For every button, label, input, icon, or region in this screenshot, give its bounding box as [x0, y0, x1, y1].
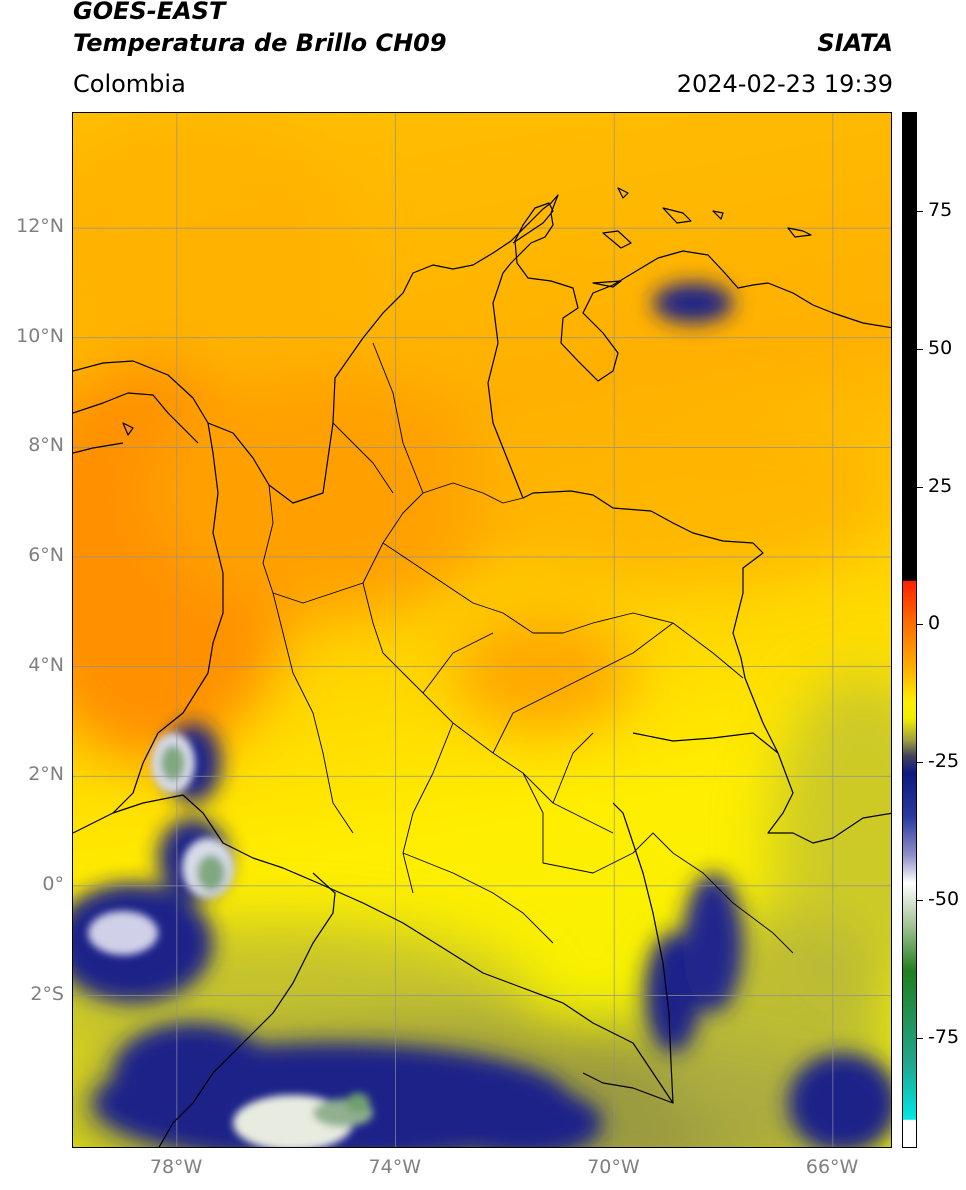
lat-tick-label: 8°N [28, 434, 64, 457]
lat-tick-label: 2°S [30, 982, 64, 1005]
venezuela-border [487, 272, 891, 844]
lat-tick-label: 2°N [28, 763, 64, 786]
southern-border [73, 794, 674, 1104]
colorbar-tick [917, 486, 923, 488]
colorbar-tick-label: 25 [928, 474, 953, 497]
small-island-3 [617, 187, 629, 199]
region-label: Colombia [73, 70, 186, 98]
lat-tick-label: 10°N [16, 324, 64, 347]
colorbar-tick [917, 900, 923, 902]
lat-tick-label: 6°N [28, 544, 64, 566]
peru-border [158, 872, 336, 1147]
curacao-island [602, 230, 632, 249]
department-borders [262, 342, 794, 954]
lat-tick-label: 4°N [28, 653, 64, 676]
timestamp-label: 2024-02-23 19:39 [676, 70, 893, 98]
central-america-coast [73, 392, 199, 454]
product-title: Temperatura de Brillo CH09 [73, 29, 447, 57]
pacific-coast [112, 422, 224, 814]
colorbar-tick-label: 50 [928, 336, 953, 359]
lon-tick-label: 66°W [805, 1156, 859, 1178]
brand-label: SIATA [817, 29, 893, 57]
satellite-title: GOES-EAST [73, 0, 226, 25]
lat-tick-label: 0° [42, 872, 64, 895]
brazil-border [612, 732, 779, 1104]
lat-tick-label: 12°N [16, 215, 64, 238]
colorbar-tick [917, 624, 923, 626]
boundaries [73, 187, 891, 1147]
small-island-2 [712, 210, 724, 220]
lon-tick-label: 74°W [368, 1156, 421, 1178]
small-island-5 [122, 422, 134, 436]
colorbar-tick [917, 1037, 923, 1039]
map-panel [72, 112, 892, 1148]
lon-tick-label: 78°W [149, 1156, 203, 1178]
colorbar-tick-label: -75 [928, 1025, 960, 1048]
colorbar-tick-label: 0 [928, 612, 941, 635]
caribbean-coast [73, 194, 559, 504]
colorbar-tick [917, 211, 923, 213]
colorbar-tick-label: -50 [928, 888, 960, 911]
colorbar-tick-label: 75 [928, 199, 953, 222]
brightness-temperature-map [73, 113, 891, 1147]
colorbar-tick [917, 348, 923, 350]
colorbar-tick [917, 762, 923, 764]
small-island-4 [592, 280, 622, 288]
lon-tick-label: 70°W [587, 1156, 640, 1178]
coldest-cloud-tops [88, 733, 373, 1147]
small-island-1 [787, 227, 812, 238]
guajira-maracaibo [512, 202, 891, 382]
aruba-island [662, 207, 692, 224]
colorbar-tick-label: -25 [928, 750, 960, 773]
colorbar [902, 112, 917, 1148]
